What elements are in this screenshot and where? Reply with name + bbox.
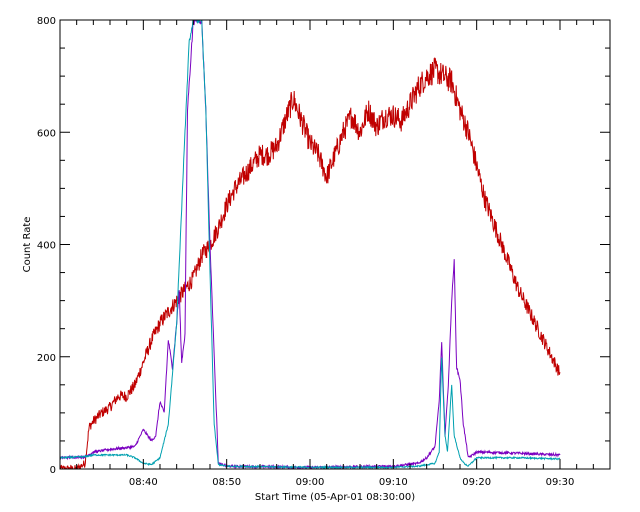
x-axis-tick-labels: 08:40 08:50 09:00 09:10 09:20 09:30	[129, 477, 574, 488]
x-tick-label: 08:50	[212, 477, 241, 488]
y-axis-ticks	[60, 19, 610, 470]
series-layer	[60, 20, 561, 469]
x-tick-label: 09:10	[379, 477, 408, 488]
x-tick-label: 09:30	[546, 477, 575, 488]
x-axis-label: Start Time (05-Apr-01 08:30:00)	[255, 492, 415, 503]
series-line-2	[60, 20, 561, 469]
series-line-3	[60, 20, 561, 469]
y-tick-label: 800	[37, 16, 56, 27]
x-tick-label: 09:20	[462, 477, 491, 488]
y-axis-tick-labels: 0 200 400 600 800	[37, 16, 56, 476]
y-tick-label: 600	[37, 128, 56, 139]
x-axis-ticks	[59, 20, 611, 469]
series-line-1	[60, 56, 561, 469]
y-tick-label: 0	[50, 465, 56, 476]
x-tick-label: 09:00	[296, 477, 325, 488]
y-tick-label: 200	[37, 353, 56, 364]
y-axis-label: Count Rate	[22, 217, 33, 273]
plot-frame	[59, 19, 611, 470]
x-tick-label: 08:40	[129, 477, 158, 488]
y-tick-label: 400	[37, 241, 56, 252]
